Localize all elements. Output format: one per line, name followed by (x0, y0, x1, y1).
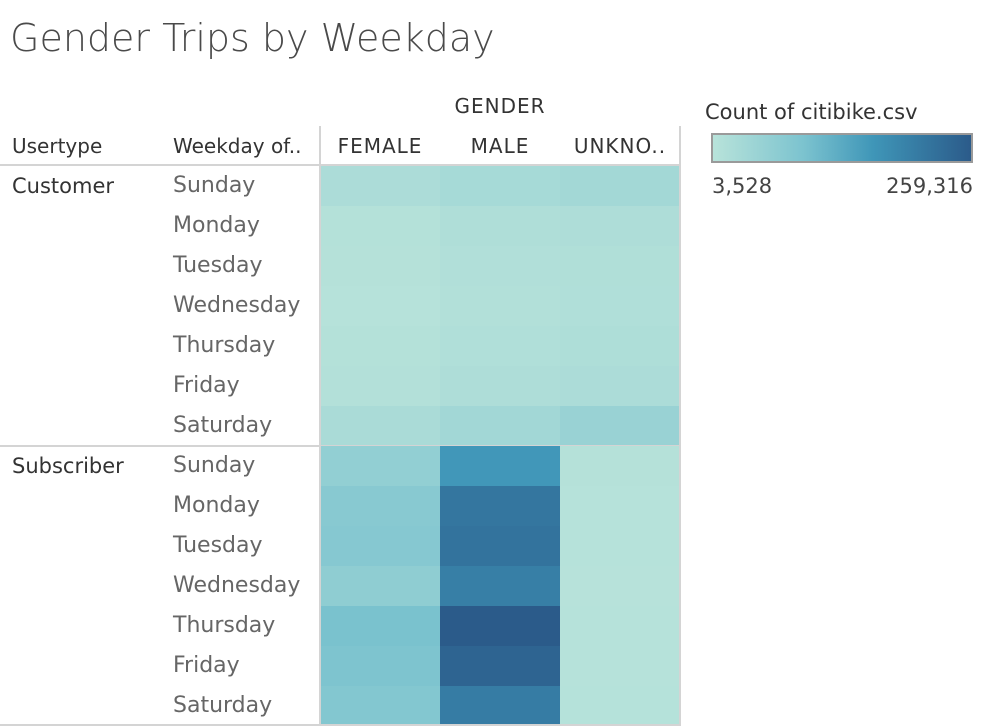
weekday-header[interactable]: Weekday of.. (173, 134, 302, 158)
chart-title: Gender Trips by Weekday (10, 16, 495, 60)
heatmap-cell[interactable] (560, 486, 680, 526)
heatmap-cell[interactable] (440, 606, 560, 646)
column-header-male[interactable]: MALE (470, 134, 530, 158)
weekday-label: Saturday (173, 413, 273, 438)
heatmap-cell[interactable] (560, 526, 680, 566)
heatmap-cell[interactable] (560, 246, 680, 286)
heatmap-cell[interactable] (320, 446, 440, 486)
weekday-label: Thursday (173, 613, 276, 638)
column-header-female[interactable]: FEMALE (337, 134, 423, 158)
heatmap-cell[interactable] (560, 686, 680, 726)
heatmap-cell[interactable] (320, 646, 440, 686)
weekday-label: Tuesday (173, 533, 263, 558)
heatmap-cell[interactable] (440, 526, 560, 566)
heatmap-cell[interactable] (320, 286, 440, 326)
heatmap-cell[interactable] (320, 526, 440, 566)
heatmap-cell[interactable] (440, 326, 560, 366)
legend-color-scale (711, 133, 973, 163)
heatmap-cell[interactable] (440, 206, 560, 246)
heatmap-cell[interactable] (440, 166, 560, 206)
gender-header: GENDER (454, 94, 546, 118)
legend-max-label: 259,316 (886, 174, 973, 198)
heatmap-cell[interactable] (320, 326, 440, 366)
heatmap-cell[interactable] (320, 206, 440, 246)
weekday-label: Thursday (173, 333, 276, 358)
weekday-label: Sunday (173, 173, 256, 198)
legend-title: Count of citibike.csv (705, 100, 918, 124)
weekday-label: Saturday (173, 693, 273, 718)
heatmap-cell[interactable] (320, 246, 440, 286)
heatmap-cell[interactable] (560, 606, 680, 646)
usertype-label: Customer (12, 174, 115, 198)
heatmap-cell[interactable] (440, 366, 560, 406)
weekday-label: Monday (173, 493, 260, 518)
usertype-header[interactable]: Usertype (12, 134, 103, 158)
heatmap-cell[interactable] (320, 366, 440, 406)
heatmap-cell[interactable] (320, 166, 440, 206)
heatmap-cell[interactable] (560, 406, 680, 446)
heatmap-cell[interactable] (560, 166, 680, 206)
heatmap-cell[interactable] (440, 686, 560, 726)
heatmap-cell[interactable] (440, 286, 560, 326)
heatmap-cell[interactable] (440, 246, 560, 286)
weekday-label: Friday (173, 373, 240, 398)
weekday-label: Tuesday (173, 253, 263, 278)
heatmap-cell[interactable] (560, 566, 680, 606)
heatmap-cell[interactable] (560, 646, 680, 686)
usertype-label: Subscriber (12, 454, 124, 478)
heatmap-cell[interactable] (560, 326, 680, 366)
column-header-unknown[interactable]: UNKNO.. (573, 134, 667, 158)
weekday-label: Friday (173, 653, 240, 678)
heatmap-cell[interactable] (560, 446, 680, 486)
heatmap-cell[interactable] (320, 606, 440, 646)
heatmap-cell[interactable] (440, 646, 560, 686)
weekday-label: Wednesday (173, 293, 301, 318)
bottom-divider (0, 724, 680, 726)
legend-min-label: 3,528 (712, 174, 773, 198)
heatmap-cell[interactable] (440, 486, 560, 526)
right-border (679, 126, 681, 726)
heatmap-cell[interactable] (560, 286, 680, 326)
heatmap-cell[interactable] (320, 406, 440, 446)
weekday-column-divider (319, 126, 321, 726)
heatmap-cell[interactable] (440, 446, 560, 486)
heatmap-cell[interactable] (440, 566, 560, 606)
heatmap-cell[interactable] (560, 206, 680, 246)
weekday-label: Sunday (173, 453, 256, 478)
header-divider (0, 164, 680, 166)
weekday-label: Monday (173, 213, 260, 238)
heatmap-cell[interactable] (320, 686, 440, 726)
weekday-label: Wednesday (173, 573, 301, 598)
heatmap-cell[interactable] (440, 406, 560, 446)
heatmap-cell[interactable] (560, 366, 680, 406)
heatmap-cell[interactable] (320, 486, 440, 526)
heatmap-cell[interactable] (320, 566, 440, 606)
